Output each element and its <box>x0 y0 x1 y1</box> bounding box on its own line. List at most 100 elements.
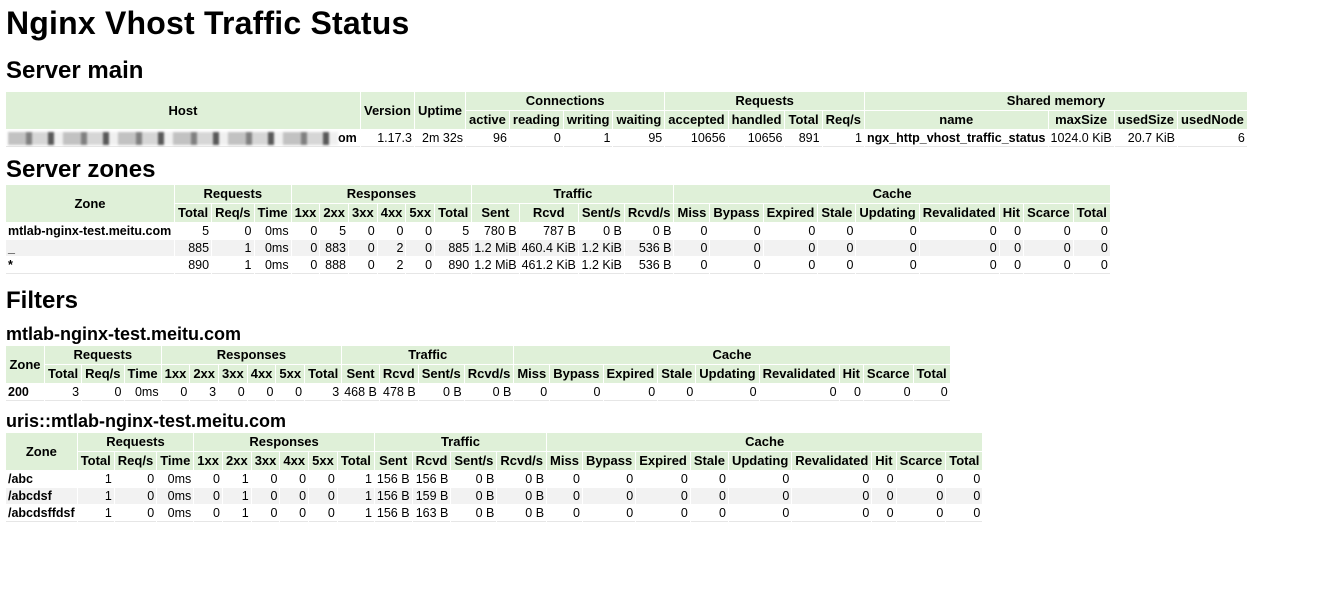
col-req-s: Req/s <box>822 111 864 129</box>
col-rcvd-s: Rcvd/s <box>624 204 674 222</box>
col-handled: handled <box>728 111 785 129</box>
col-scarce: Scarce <box>863 365 913 383</box>
zone-name: mtlab-nginx-test.meitu.com <box>8 224 172 238</box>
table-cell: 885 <box>435 240 472 256</box>
table-cell: 0 <box>680 472 688 486</box>
col-total: Total <box>913 365 950 383</box>
host-value: om <box>6 130 360 147</box>
table-cell: 0 <box>1014 224 1022 238</box>
server-zones-table: Zone Requests Responses Traffic Cache Total Re… <box>5 184 1111 275</box>
table-cell: 0 <box>728 505 792 522</box>
table-cell: 0 <box>82 384 124 401</box>
col-2xx: 2xx <box>190 365 219 383</box>
table-cell: 2 <box>377 240 406 256</box>
table-cell: 0 <box>782 472 790 486</box>
col-zone: Zone <box>6 433 77 470</box>
table-cell: 0 <box>1073 257 1110 274</box>
table-cell: 0 <box>856 257 919 274</box>
table-cell: 0 <box>309 488 337 504</box>
col-usednode: usedNode <box>1178 111 1247 129</box>
host-tail: om <box>338 131 357 145</box>
table-cell: 0 <box>872 505 896 522</box>
table-cell: 478 B <box>379 384 418 401</box>
table-cell: 0 <box>690 488 728 504</box>
col-4xx: 4xx <box>377 204 406 222</box>
table-cell: 0 <box>626 472 634 486</box>
table-row: _ 885 1 0ms 0 883 0 2 0 885 1.2 MiB 460.4 KiB 1.2 Ki… <box>6 240 1110 256</box>
zone-name: _ <box>6 240 174 256</box>
table-cell: 460.4 KiB <box>519 240 578 256</box>
table-cell: 0 B <box>418 384 464 401</box>
server-main-cell: 0 <box>509 130 563 147</box>
server-main-cell: 20.7 KiB <box>1114 130 1178 147</box>
table-cell: 0ms <box>254 240 291 256</box>
table-cell: 163 B <box>412 505 451 522</box>
col-group-traffic: Traffic <box>342 346 514 364</box>
col-group-cache: Cache <box>547 433 983 451</box>
table-row: * 890 1 0ms 0 888 0 2 0 890 1.2 MiB 461.2 KiB 1.2 Ki… <box>6 257 1110 274</box>
table-cell: 0 <box>280 505 309 522</box>
col-reading: reading <box>509 111 563 129</box>
table-cell: 0ms <box>254 257 291 274</box>
table-cell: 1 <box>77 488 114 504</box>
col-total: Total <box>175 204 212 222</box>
table-cell: 1 <box>337 488 374 504</box>
col-req-s: Req/s <box>82 365 124 383</box>
col-writing: writing <box>563 111 613 129</box>
table-cell: 3 <box>305 384 342 401</box>
col-bypass: Bypass <box>582 452 636 470</box>
table-cell: 0 <box>349 257 377 274</box>
col-group-responses: Responses <box>161 346 342 364</box>
table-cell: 0 <box>913 384 950 401</box>
table-cell: 0 <box>219 384 247 401</box>
table-cell: 0 <box>194 505 222 522</box>
col-version: Version <box>361 92 414 129</box>
filter-group: uris::mtlab-nginx-test.meitu.com Zone Requ… <box>6 410 1314 523</box>
col-uptime: Uptime <box>414 92 466 129</box>
col-rcvd: Rcvd <box>379 365 418 383</box>
table-cell: 0 B <box>451 488 497 504</box>
col-bypass: Bypass <box>550 365 603 383</box>
table-cell: 0 <box>909 224 917 238</box>
table-cell: 0 <box>846 224 854 238</box>
col-group-requests: Requests <box>665 92 864 110</box>
filter-table: Zone Requests Responses Traffic Cache Total Re… <box>5 345 951 402</box>
col-bypass: Bypass <box>710 204 763 222</box>
zone-name: * <box>6 257 174 274</box>
zone-name: /abcdsffdsf <box>6 506 77 522</box>
table-cell: 156 B <box>376 472 410 486</box>
table-cell: 1.2 KiB <box>578 257 624 274</box>
col-updating: Updating <box>856 204 919 222</box>
table-cell: 0 <box>999 240 1024 256</box>
server-main-cell: 96 <box>466 130 509 147</box>
table-cell: 0 B <box>475 472 495 486</box>
col-expired: Expired <box>636 452 690 470</box>
table-cell: 156 B <box>374 488 412 504</box>
col-group-requests: Requests <box>45 346 161 364</box>
table-cell: 0 B <box>451 505 497 522</box>
col-5xx: 5xx <box>406 204 435 222</box>
col-total: Total <box>435 204 472 222</box>
table-cell: 0 <box>710 257 763 274</box>
col-2xx: 2xx <box>320 204 349 222</box>
col-group-responses: Responses <box>194 433 374 451</box>
table-cell: 0 <box>367 224 375 238</box>
server-main-cell: 891 <box>785 130 822 147</box>
table-cell: 468 B <box>342 385 379 401</box>
col-group-responses: Responses <box>291 185 472 203</box>
table-cell: 0 <box>896 488 946 504</box>
table-cell: 156 B <box>374 506 412 522</box>
table-cell: 0 <box>572 472 580 486</box>
table-cell: 0 <box>919 257 999 274</box>
col-miss: Miss <box>674 204 710 222</box>
table-cell: 0 <box>1024 257 1073 274</box>
col-total: Total <box>305 365 342 383</box>
col-revalidated: Revalidated <box>759 365 839 383</box>
server-zones-container: Zone Requests Responses Traffic Cache Total Re… <box>6 184 1314 275</box>
col-5xx: 5xx <box>276 365 305 383</box>
filters-container: mtlab-nginx-test.meitu.com Zone Requests Re… <box>6 323 1314 523</box>
col-total: Total <box>946 452 983 470</box>
col-sent-s: Sent/s <box>578 204 624 222</box>
table-cell: 0 <box>946 505 983 522</box>
